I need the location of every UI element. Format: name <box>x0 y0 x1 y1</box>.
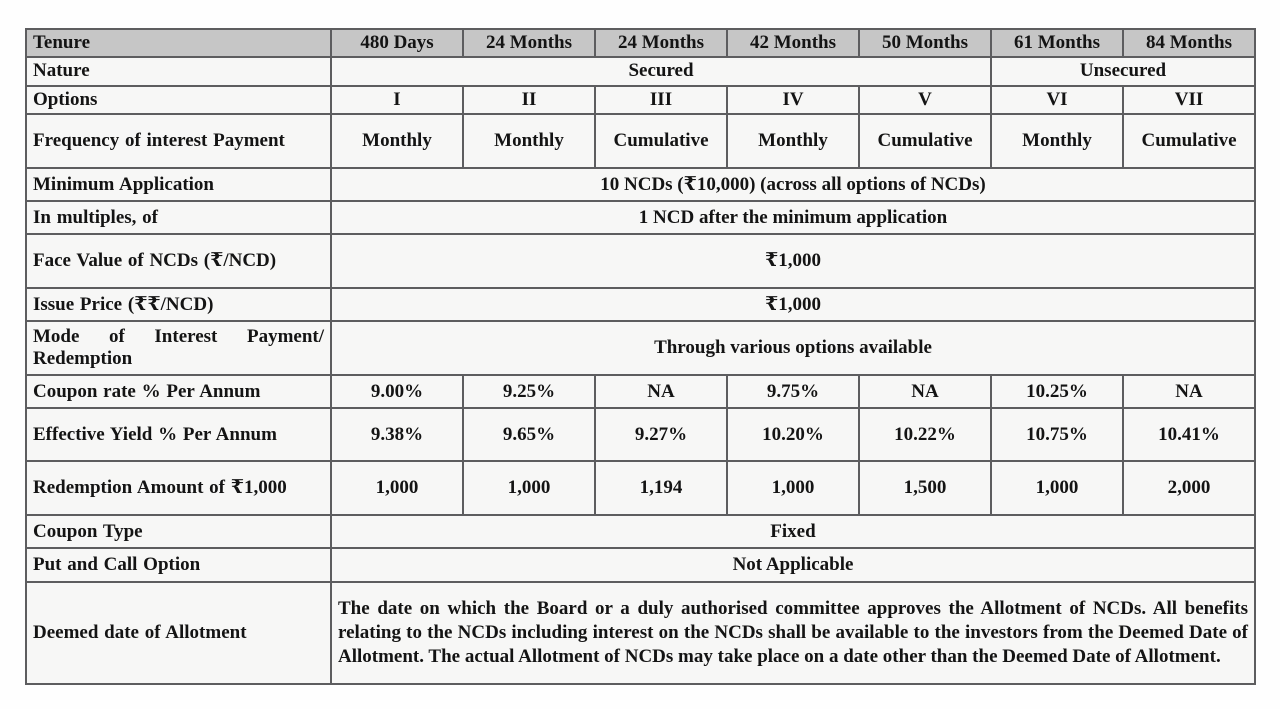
effective-yield-5: 10.22% <box>858 407 992 463</box>
nature-label: Nature <box>25 56 332 87</box>
effective-yield-1: 9.38% <box>330 407 464 463</box>
frequency-1: Monthly <box>330 113 464 170</box>
put-call-value: Not Applicable <box>330 547 1256 584</box>
frequency-3: Cumulative <box>594 113 728 170</box>
row-in-multiples: In multiples, of 1 NCD after the minimum… <box>25 200 1256 236</box>
option-3: III <box>594 84 728 116</box>
option-6: VI <box>990 84 1124 116</box>
minimum-application-value: 10 NCDs (₹10,000) (across all options of… <box>330 167 1256 203</box>
issue-price-label: Issue Price (₹₹/NCD) <box>25 287 332 323</box>
redemption-5: 1,500 <box>858 460 992 517</box>
frequency-4: Monthly <box>726 113 860 170</box>
tenure-col-7: 84 Months <box>1122 27 1256 59</box>
row-put-call-option: Put and Call Option Not Applicable <box>25 547 1256 584</box>
row-minimum-application: Minimum Application 10 NCDs (₹10,000) (a… <box>25 167 1256 203</box>
tenure-col-2: 24 Months <box>462 27 596 59</box>
option-1: I <box>330 84 464 116</box>
tenure-col-6: 61 Months <box>990 27 1124 59</box>
effective-yield-4: 10.20% <box>726 407 860 463</box>
coupon-rate-2: 9.25% <box>462 374 596 410</box>
frequency-5: Cumulative <box>858 113 992 170</box>
redemption-6: 1,000 <box>990 460 1124 517</box>
row-coupon-type: Coupon Type Fixed <box>25 514 1256 550</box>
redemption-3: 1,194 <box>594 460 728 517</box>
redemption-7: 2,000 <box>1122 460 1256 517</box>
mode-of-interest-label: Mode of Interest Payment/ Redemption <box>25 320 332 377</box>
coupon-rate-4: 9.75% <box>726 374 860 410</box>
put-call-label: Put and Call Option <box>25 547 332 584</box>
face-value-value: ₹1,000 <box>330 233 1256 290</box>
row-mode-of-interest: Mode of Interest Payment/ Redemption Thr… <box>25 320 1256 377</box>
nature-secured-cell: Secured <box>330 56 992 87</box>
frequency-label: Frequency of interest Payment <box>25 113 332 170</box>
tenure-label: Tenure <box>25 27 332 59</box>
frequency-2: Monthly <box>462 113 596 170</box>
mode-of-interest-value: Through various options available <box>330 320 1256 377</box>
coupon-type-label: Coupon Type <box>25 514 332 550</box>
row-nature: Nature Secured Unsecured <box>25 56 1256 87</box>
effective-yield-3: 9.27% <box>594 407 728 463</box>
ncd-terms-table: Tenure 480 Days 24 Months 24 Months 42 M… <box>25 27 1256 686</box>
coupon-rate-1: 9.00% <box>330 374 464 410</box>
redemption-1: 1,000 <box>330 460 464 517</box>
issue-price-value: ₹1,000 <box>330 287 1256 323</box>
effective-yield-7: 10.41% <box>1122 407 1256 463</box>
row-effective-yield: Effective Yield % Per Annum 9.38% 9.65% … <box>25 407 1256 463</box>
option-4: IV <box>726 84 860 116</box>
deemed-date-value: The date on which the Board or a duly au… <box>330 581 1256 686</box>
deemed-date-label: Deemed date of Allotment <box>25 581 332 686</box>
nature-unsecured-cell: Unsecured <box>990 56 1256 87</box>
row-deemed-date: Deemed date of Allotment The date on whi… <box>25 581 1256 686</box>
row-issue-price: Issue Price (₹₹/NCD) ₹1,000 <box>25 287 1256 323</box>
coupon-rate-label: Coupon rate % Per Annum <box>25 374 332 410</box>
face-value-label: Face Value of NCDs (₹/NCD) <box>25 233 332 290</box>
row-options: Options I II III IV V VI VII <box>25 84 1256 116</box>
coupon-rate-7: NA <box>1122 374 1256 410</box>
frequency-6: Monthly <box>990 113 1124 170</box>
row-redemption-amount: Redemption Amount of ₹1,000 1,000 1,000 … <box>25 460 1256 517</box>
in-multiples-value: 1 NCD after the minimum application <box>330 200 1256 236</box>
minimum-application-label: Minimum Application <box>25 167 332 203</box>
option-5: V <box>858 84 992 116</box>
row-tenure: Tenure 480 Days 24 Months 24 Months 42 M… <box>25 27 1256 59</box>
effective-yield-label: Effective Yield % Per Annum <box>25 407 332 463</box>
option-2: II <box>462 84 596 116</box>
effective-yield-2: 9.65% <box>462 407 596 463</box>
coupon-type-value: Fixed <box>330 514 1256 550</box>
tenure-col-5: 50 Months <box>858 27 992 59</box>
coupon-rate-3: NA <box>594 374 728 410</box>
tenure-col-3: 24 Months <box>594 27 728 59</box>
row-face-value: Face Value of NCDs (₹/NCD) ₹1,000 <box>25 233 1256 290</box>
row-coupon-rate: Coupon rate % Per Annum 9.00% 9.25% NA 9… <box>25 374 1256 410</box>
in-multiples-label: In multiples, of <box>25 200 332 236</box>
frequency-7: Cumulative <box>1122 113 1256 170</box>
redemption-2: 1,000 <box>462 460 596 517</box>
option-7: VII <box>1122 84 1256 116</box>
tenure-col-1: 480 Days <box>330 27 464 59</box>
row-frequency: Frequency of interest Payment Monthly Mo… <box>25 113 1256 170</box>
coupon-rate-5: NA <box>858 374 992 410</box>
options-label: Options <box>25 84 332 116</box>
coupon-rate-6: 10.25% <box>990 374 1124 410</box>
redemption-4: 1,000 <box>726 460 860 517</box>
tenure-col-4: 42 Months <box>726 27 860 59</box>
redemption-amount-label: Redemption Amount of ₹1,000 <box>25 460 332 517</box>
effective-yield-6: 10.75% <box>990 407 1124 463</box>
